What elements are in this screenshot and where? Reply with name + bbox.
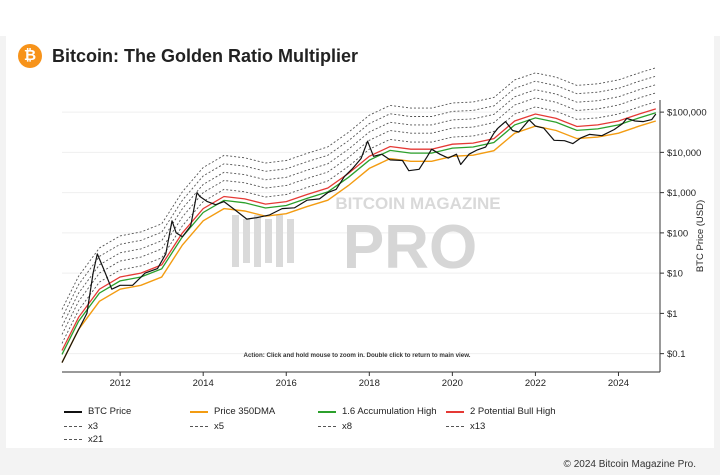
x-tick-label: 2018 [359,378,380,389]
x-tick-label: 2024 [608,378,629,389]
legend-item[interactable]: BTC Price [64,406,131,417]
chart-annotation: Action: Click and hold mouse to zoom in.… [243,352,470,359]
legend-swatch-icon [64,426,82,427]
legend-item[interactable]: x3 [64,421,98,432]
series-line-btc-price [61,113,657,363]
y-tick-label: $1,000 [667,188,696,199]
copyright-footer: © 2024 Bitcoin Magazine Pro. [563,459,696,470]
bitcoin-logo-icon: ₿ [18,44,42,68]
y-tick-label: $10 [667,269,683,280]
legend-swatch-icon [446,410,464,413]
x-tick-label: 2020 [442,378,463,389]
series-line-350dma [61,120,657,363]
legend-label: 2 Potential Bull High [470,406,556,417]
legend-swatch-icon [190,410,208,413]
legend-label: BTC Price [88,406,132,417]
legend-item[interactable]: 2 Potential Bull High [446,406,556,417]
legend-label: x21 [88,434,104,445]
legend-item[interactable]: x21 [64,434,103,445]
watermark-pro: PRO [343,213,477,282]
y-axis-label: BTC Price (USD) [695,200,706,272]
legend-swatch-icon [318,410,336,413]
y-tick-label: $100 [667,228,688,239]
x-tick-label: 2014 [193,378,214,389]
y-tick-label: $10,000 [667,148,701,159]
legend-label: x13 [470,421,486,432]
legend-label: x5 [214,421,225,432]
x-tick-label: 2012 [110,378,131,389]
watermark-bar [243,219,250,263]
header-bar [0,0,720,36]
legend-swatch-icon [64,439,82,440]
watermark-text: BITCOIN MAGAZINE [335,194,500,213]
legend-swatch-icon [318,426,336,427]
legend-label: x3 [88,421,99,432]
legend-item[interactable]: Price 350DMA [190,406,275,417]
x-tick-label: 2016 [276,378,297,389]
watermark-bar [265,219,272,263]
plot-area [62,100,660,372]
legend-item[interactable]: x8 [318,421,352,432]
page-title: Bitcoin: The Golden Ratio Multiplier [52,46,358,66]
y-tick-label: $1 [667,309,678,320]
legend-swatch-icon [446,426,464,427]
legend-item[interactable]: 1.6 Accumulation High [318,406,437,417]
watermark-bar [276,215,283,267]
y-tick-label: $0.1 [667,349,686,360]
watermark-bar [254,215,261,267]
legend-label: x8 [342,421,353,432]
x-tick-label: 2022 [525,378,546,389]
legend-label: Price 350DMA [214,406,276,417]
watermark-bar [287,219,294,263]
legend-swatch-icon [64,410,82,413]
legend-label: 1.6 Accumulation High [342,406,437,417]
watermark-bar [232,215,239,267]
legend-item[interactable]: x13 [446,421,485,432]
legend-item[interactable]: x5 [190,421,224,432]
y-tick-label: $100,000 [667,108,707,119]
legend-swatch-icon [190,426,208,427]
series-line-accumulation-high [61,112,656,355]
